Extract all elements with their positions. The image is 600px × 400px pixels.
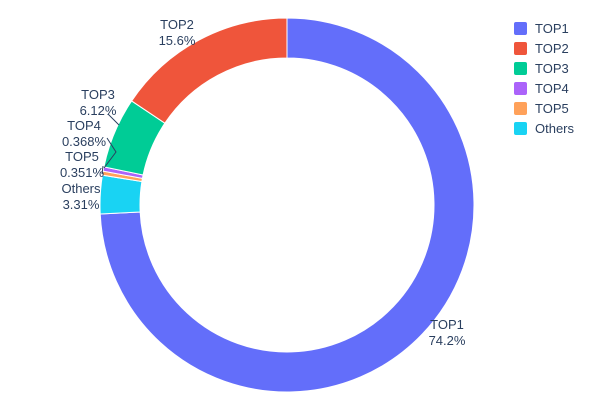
legend-label: Others xyxy=(535,121,575,136)
legend-swatch-top1 xyxy=(514,22,527,35)
legend-label: TOP2 xyxy=(535,41,569,56)
slice-label-top1: TOP1 74.2% xyxy=(429,317,466,348)
legend-item-top3[interactable]: TOP3 xyxy=(514,62,574,75)
legend-item-top1[interactable]: TOP1 xyxy=(514,22,574,35)
slice-label-top2: TOP2 15.6% xyxy=(159,17,196,48)
legend-item-others[interactable]: Others xyxy=(514,122,574,135)
slice-label-top4: TOP4 0.368% xyxy=(62,118,107,149)
legend-label: TOP4 xyxy=(535,81,569,96)
legend-item-top5[interactable]: TOP5 xyxy=(514,102,574,115)
slice-label-top3: TOP3 6.12% xyxy=(80,87,117,118)
legend-swatch-others xyxy=(514,122,527,135)
legend-swatch-top3 xyxy=(514,62,527,75)
legend-swatch-top2 xyxy=(514,42,527,55)
slice-label-others: Others 3.31% xyxy=(61,181,101,212)
legend-label: TOP3 xyxy=(535,61,569,76)
pie-slice-top1[interactable] xyxy=(99,17,475,393)
label-leader-line-top3 xyxy=(107,113,120,126)
legend-label: TOP1 xyxy=(535,21,569,36)
legend-swatch-top4 xyxy=(514,82,527,95)
slice-label-top5: TOP5 0.351% xyxy=(60,149,105,180)
legend: TOP1 TOP2 TOP3 TOP4 TOP5 Others xyxy=(514,22,574,135)
pie-slice-top2[interactable] xyxy=(130,17,288,124)
legend-item-top2[interactable]: TOP2 xyxy=(514,42,574,55)
legend-swatch-top5 xyxy=(514,102,527,115)
legend-item-top4[interactable]: TOP4 xyxy=(514,82,574,95)
label-leader-line-top4 xyxy=(103,137,117,169)
label-leader-line-top5 xyxy=(101,165,104,175)
legend-label: TOP5 xyxy=(535,101,569,116)
